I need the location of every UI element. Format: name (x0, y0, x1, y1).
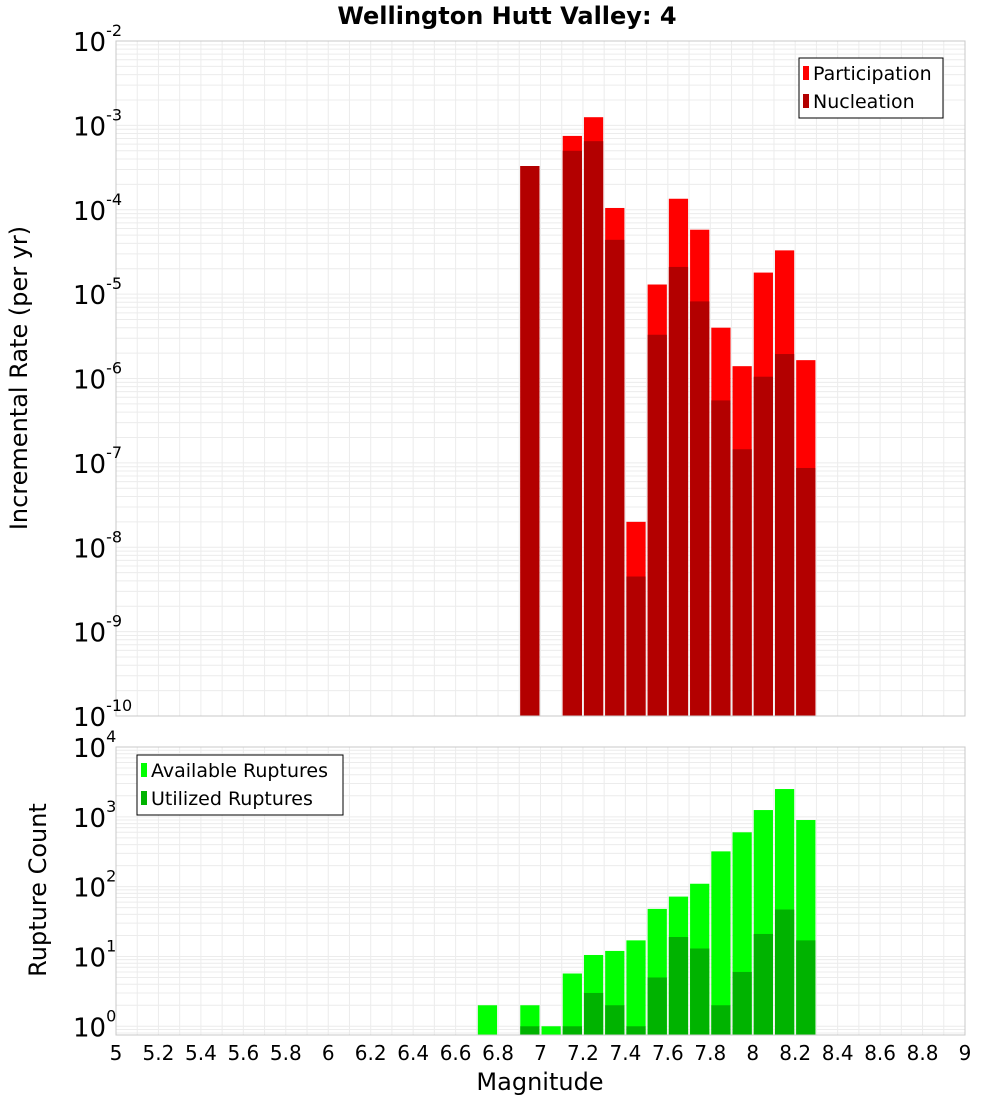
rate-bar (690, 301, 710, 716)
rate-grid (115, 40, 966, 717)
rate-y-tick-label: 10-6 (73, 359, 122, 396)
rate-series-2 (520, 141, 816, 717)
count-legend-label: Available Ruptures (151, 760, 328, 782)
count-y-tick-label: 104 (73, 727, 116, 764)
x-tick-label: 5.2 (143, 1041, 175, 1065)
rate-bar (668, 266, 689, 716)
rate-bar (711, 400, 731, 716)
rate-y-tick-label: 10-4 (73, 190, 122, 227)
count-y-tick-label: 102 (73, 867, 116, 904)
rate-bar (753, 376, 773, 716)
rate-y-tick-label: 10-9 (73, 612, 122, 649)
x-tick-label: 6 (322, 1041, 335, 1065)
count-bar (796, 940, 816, 1035)
count-bar (541, 1026, 561, 1035)
rate-legend: Participation Nucleation (798, 57, 944, 119)
count-legend-box (136, 754, 344, 816)
count-series-2 (520, 909, 816, 1035)
x-tick-label: 6.4 (397, 1041, 429, 1065)
x-tick-label: 6.6 (440, 1041, 472, 1065)
rate-y-tick-label: 10-2 (73, 21, 122, 58)
x-tick-label: 7.4 (609, 1041, 641, 1065)
count-bar (626, 1026, 646, 1035)
rate-y-tick-label: 10-7 (73, 443, 122, 480)
rate-y-tick-label: 10-3 (73, 105, 122, 142)
x-tick-label: 8.6 (864, 1041, 896, 1065)
rate-bar (774, 354, 795, 716)
x-tick-label: 5.4 (185, 1041, 217, 1065)
count-y-tick-label: 101 (73, 936, 116, 973)
count-x-ticks: 5 5.2 5.4 5.6 5.8 6 6.2 6.4 6.6 6.8 7 7.2 7.4 7.6 7.8 8… (110, 1041, 972, 1065)
rupture-count-plot: 100 101 102 103 104 5 5.2 5.4 5.6 5.8 6 6.2 6.4 6.6 6.… (73, 727, 971, 1065)
chart-title: Wellington Hutt Valley: 4 (337, 2, 676, 30)
rate-bar (583, 141, 604, 717)
rate-y-tick-label: 10-8 (73, 527, 122, 564)
x-tick-label: 8.2 (779, 1041, 811, 1065)
x-tick-label: 6.8 (482, 1041, 514, 1065)
rate-legend-swatch (803, 66, 809, 80)
x-tick-label: 6.2 (355, 1041, 387, 1065)
rate-legend-label: Nucleation (813, 91, 915, 113)
count-bar (562, 1026, 582, 1035)
count-bar (477, 1005, 498, 1035)
count-bar (711, 1005, 731, 1035)
count-bar (732, 971, 752, 1035)
rate-bar (562, 150, 582, 716)
count-bar (753, 933, 773, 1035)
x-tick-label: 7.2 (567, 1041, 599, 1065)
rate-legend-swatch (803, 94, 809, 108)
rate-bar (626, 576, 646, 716)
rate-bar (647, 334, 667, 716)
x-tick-label: 5 (110, 1041, 123, 1065)
rate-bar (796, 467, 816, 716)
count-y-axis-label: Rupture Count (24, 803, 52, 977)
count-bar (647, 977, 667, 1035)
x-tick-label: 9 (959, 1041, 972, 1065)
count-bar (520, 1026, 540, 1035)
count-bar (583, 992, 604, 1035)
count-bar (605, 1005, 625, 1035)
rate-y-ticks: 10-10 10-9 10-8 10-7 10-6 10-5 10-4 10-3 10-2 (73, 21, 132, 733)
count-bar (626, 940, 646, 1035)
rate-legend-box (798, 57, 944, 119)
rate-plot: 10-10 10-9 10-8 10-7 10-6 10-5 10-4 10-3 10-2 Par… (73, 21, 966, 733)
count-y-tick-label: 100 (73, 1006, 116, 1043)
rate-bar (605, 239, 625, 716)
count-grid (115, 746, 966, 1035)
rate-bar (732, 449, 752, 716)
x-tick-label: 7.8 (694, 1041, 726, 1065)
count-bar (562, 973, 582, 1035)
rate-bar (520, 166, 540, 717)
x-tick-label: 8.8 (907, 1041, 939, 1065)
count-bar (774, 909, 795, 1035)
x-tick-label: 5.6 (227, 1041, 259, 1065)
x-tick-label: 7.6 (652, 1041, 684, 1065)
count-bar (668, 936, 689, 1035)
x-tick-label: 8 (746, 1041, 759, 1065)
count-legend-swatch (141, 791, 147, 805)
rate-legend-label: Participation (813, 63, 932, 85)
count-legend-swatch (141, 763, 147, 777)
rate-plot-frame (115, 40, 966, 717)
count-legend-label: Utilized Ruptures (151, 788, 313, 810)
count-y-ticks: 100 101 102 103 104 (73, 727, 116, 1043)
count-y-tick-label: 103 (73, 797, 116, 834)
x-tick-label: 7 (534, 1041, 547, 1065)
x-axis-label: Magnitude (476, 1068, 603, 1096)
rate-y-tick-label: 10-10 (73, 696, 132, 733)
count-bar (690, 948, 710, 1035)
rate-y-axis-label: Incremental Rate (per yr) (5, 226, 33, 530)
x-tick-label: 5.8 (270, 1041, 302, 1065)
x-tick-label: 8.4 (822, 1041, 854, 1065)
rate-y-tick-label: 10-5 (73, 274, 122, 311)
count-legend: Available Ruptures Utilized Ruptures (136, 754, 344, 816)
count-bar (711, 851, 731, 1035)
count-plot-frame (115, 746, 966, 1036)
